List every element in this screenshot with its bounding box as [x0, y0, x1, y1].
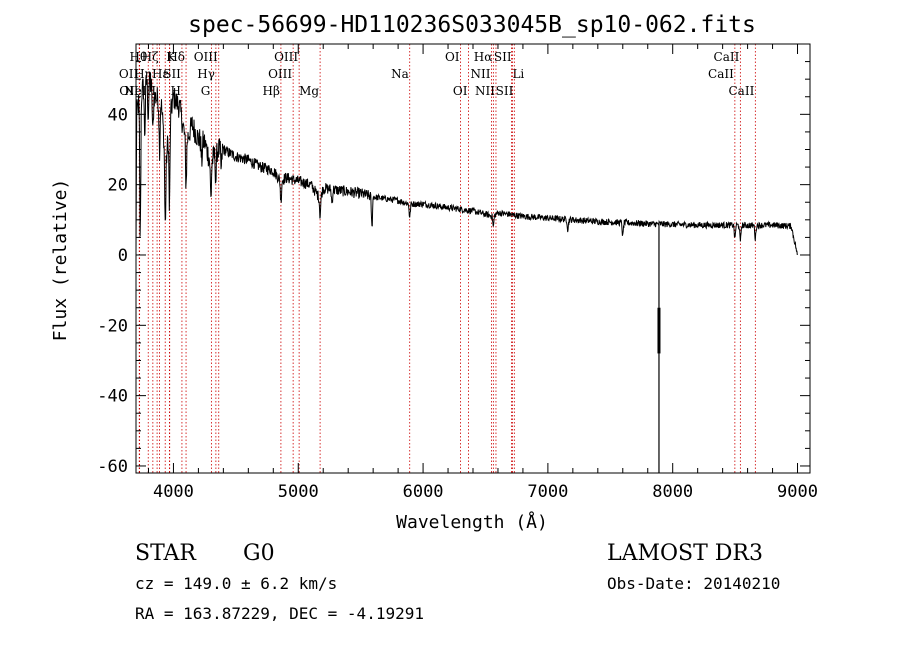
spectrum-series [135, 72, 798, 473]
x-tick-label: 6000 [403, 482, 444, 502]
spectral-line-label: Hγ [197, 67, 215, 81]
spectral-line-label: Hε [152, 67, 169, 81]
x-tick-label: 8000 [652, 482, 693, 502]
spectral-line-label: SII [496, 84, 514, 98]
spectral-line-label: NeIII [124, 84, 156, 98]
spectrum-line [135, 72, 798, 256]
spectral-line-label: Na [391, 67, 409, 81]
spectral-line-label: CaII [708, 67, 734, 81]
spectral-line-label: Li [512, 67, 524, 81]
spectral-line-label: OIII [268, 67, 292, 81]
spectral-line-label: SII [163, 67, 181, 81]
spectral-line-label: K [166, 50, 176, 64]
spectral-line-label: OI [445, 50, 460, 64]
y-tick-label: -60 [97, 457, 128, 477]
coordinates-readout: RA = 163.87229, DEC = -4.19291 [135, 604, 424, 623]
spectral-line-label: Hβ [263, 84, 280, 98]
y-tick-label: 0 [118, 246, 128, 266]
x-axis-label: Wavelength (Å) [396, 511, 548, 533]
observation-date: Obs-Date: 20140210 [607, 574, 780, 593]
survey-name: LAMOST DR3 [607, 541, 763, 566]
axes: 4000 5000 6000 7000 8000 9000 -60 -40 -20 0 20 40 [97, 43, 818, 502]
spectral-line-label: Hθ [130, 50, 148, 64]
spectral-line-label: Hη [134, 67, 152, 81]
y-tick-label: 40 [108, 105, 128, 125]
plot-frame [135, 43, 811, 474]
spectral-line-label: Hδ [167, 50, 185, 64]
x-tick-label: 4000 [153, 482, 194, 502]
spectral-line-label: Hζ [142, 50, 159, 64]
x-tick-label: 5000 [278, 482, 319, 502]
x-tick-label: 9000 [777, 482, 818, 502]
y-tick-label: -20 [97, 316, 128, 336]
spectral-line-label: OIII [274, 50, 298, 64]
y-tick-label: -40 [97, 387, 128, 407]
spectral-line-label: OII [119, 84, 139, 98]
chart-title: spec-56699-HD110236S033045B_sp10-062.fit… [188, 12, 756, 38]
spectral-line-label: Mg [299, 84, 319, 98]
spectral-line-label: OI [453, 84, 468, 98]
spectral-line-label: NII [475, 84, 495, 98]
y-tick-label: 20 [108, 176, 128, 196]
y-axis-label: Flux (relative) [50, 179, 71, 342]
spectral-line-label: OII [119, 67, 139, 81]
spectral-line-label: NII [470, 67, 490, 81]
redshift-readout: cz = 149.0 ± 6.2 km/s [135, 574, 337, 593]
spectral-line-label: OIII [194, 50, 218, 64]
object-subclass: G0 [243, 541, 275, 566]
spectral-line-label: SII [494, 50, 512, 64]
spectral-line-label: H [170, 84, 180, 98]
spectral-line-label: Hα [474, 50, 493, 64]
spectral-line-label: CaII [729, 84, 755, 98]
spectral-line-label: CaII [714, 50, 740, 64]
x-tick-label: 7000 [527, 482, 568, 502]
object-class: STAR [135, 541, 197, 566]
spectral-line-label: G [201, 84, 211, 98]
